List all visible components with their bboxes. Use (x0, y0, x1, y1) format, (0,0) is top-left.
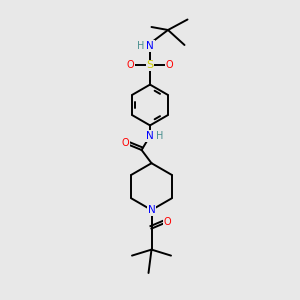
Text: H: H (156, 131, 163, 141)
Text: N: N (146, 41, 154, 51)
Text: S: S (146, 60, 154, 70)
Text: O: O (127, 60, 134, 70)
Text: H: H (137, 41, 144, 51)
Text: N: N (146, 131, 154, 141)
Text: O: O (166, 60, 173, 70)
Text: O: O (163, 217, 171, 227)
Text: N: N (148, 205, 155, 215)
Text: O: O (122, 138, 129, 148)
